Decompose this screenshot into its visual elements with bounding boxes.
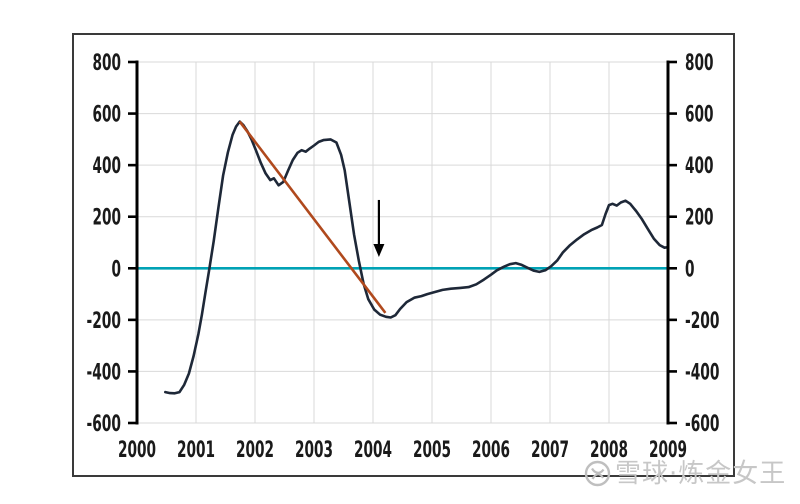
x-tick-label: 2009 [649,438,687,463]
y-tick-label-left: 600 [93,103,122,128]
watermark-text: 雪球·炼金女王 [615,458,787,489]
y-tick-label-left: -400 [87,360,122,385]
y-tick-label-left: 200 [93,206,122,231]
y-tick-label-right: 0 [685,257,695,282]
y-tick-label-right: 200 [685,206,714,231]
y-tick-label-right: -200 [685,309,720,334]
trend-line [238,120,387,314]
y-tick-label-left: 400 [93,154,122,179]
y-tick-label-right: 600 [685,103,714,128]
x-tick-label: 2004 [354,438,392,463]
y-tick-label-left: -200 [87,309,122,334]
x-tick-label: 2008 [590,438,628,463]
y-tick-label-left: 0 [112,257,122,282]
x-tick-label: 2005 [413,438,451,463]
x-tick-label: 2007 [531,438,569,463]
y-tick-label-right: 400 [685,154,714,179]
x-tick-label: 2001 [177,438,215,463]
y-tick-label-right: -600 [685,412,720,437]
y-tick-label-left: 800 [93,51,122,76]
xueqiu-snowball-logo-icon [584,460,611,487]
y-tick-label-right: 800 [685,51,714,76]
y-tick-label-left: -600 [87,412,122,437]
x-tick-label: 2002 [236,438,274,463]
down-arrow-head [373,243,385,257]
figure-frame: 800 800 600 600 400 400 200 200 0 0 -200 -200 -400 -4… [72,33,735,477]
x-tick-label: 2003 [295,438,333,463]
x-tick-label: 2000 [118,438,156,463]
y-tick-label-right: -400 [685,360,720,385]
x-tick-label: 2006 [472,438,510,463]
watermark: 雪球·炼金女王 [584,460,786,487]
data-series-line [164,120,670,395]
